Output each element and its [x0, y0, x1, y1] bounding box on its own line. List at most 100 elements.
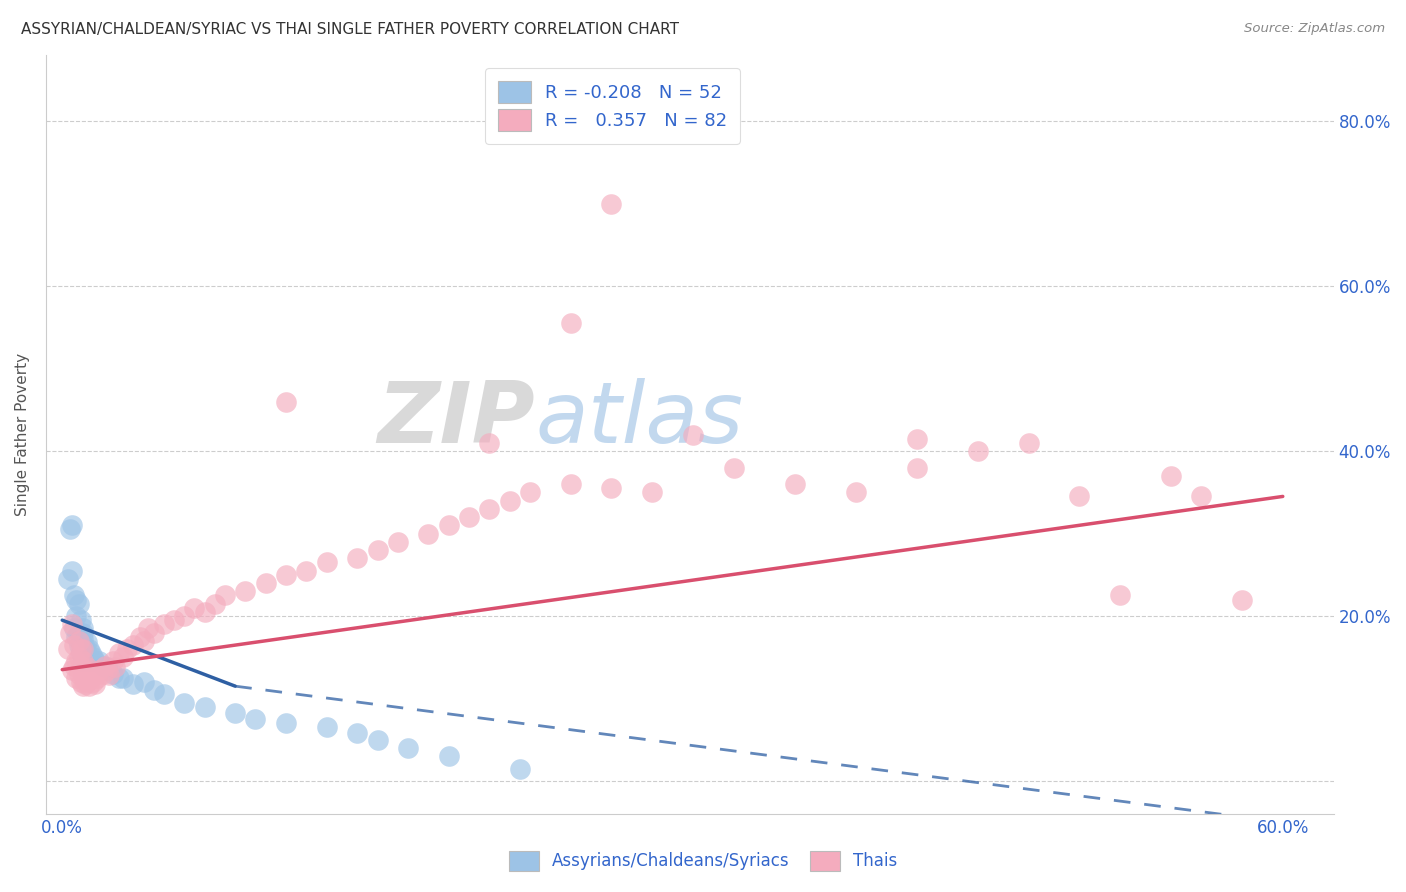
Point	[108, 646, 131, 660]
Point	[72, 666, 94, 681]
Point	[117, 642, 139, 657]
Point	[194, 699, 217, 714]
Point	[69, 658, 91, 673]
Point	[509, 762, 531, 776]
Point	[905, 460, 928, 475]
Point	[76, 675, 98, 690]
Point	[966, 444, 988, 458]
Point	[682, 427, 704, 442]
Legend: Assyrians/Chaldeans/Syriacs, Thais: Assyrians/Chaldeans/Syriacs, Thais	[501, 842, 905, 880]
Point	[72, 642, 94, 657]
Point	[122, 638, 145, 652]
Point	[128, 630, 150, 644]
Point	[69, 625, 91, 640]
Point	[723, 460, 745, 475]
Point	[59, 625, 82, 640]
Point	[274, 567, 297, 582]
Point	[73, 663, 96, 677]
Point	[62, 564, 84, 578]
Point	[63, 589, 86, 603]
Point	[1018, 435, 1040, 450]
Point	[67, 638, 90, 652]
Point	[458, 510, 481, 524]
Point	[1230, 592, 1253, 607]
Point	[65, 630, 87, 644]
Point	[72, 679, 94, 693]
Text: Source: ZipAtlas.com: Source: ZipAtlas.com	[1244, 22, 1385, 36]
Point	[72, 654, 94, 668]
Point	[845, 485, 868, 500]
Point	[63, 658, 86, 673]
Point	[77, 642, 100, 657]
Point	[478, 435, 501, 450]
Text: atlas: atlas	[536, 378, 744, 461]
Point	[519, 485, 541, 500]
Point	[76, 660, 98, 674]
Point	[73, 676, 96, 690]
Point	[112, 650, 135, 665]
Point	[1160, 468, 1182, 483]
Point	[346, 551, 368, 566]
Point	[96, 663, 118, 677]
Point	[783, 477, 806, 491]
Point	[83, 666, 105, 681]
Point	[67, 633, 90, 648]
Point	[94, 658, 117, 673]
Point	[600, 481, 623, 495]
Point	[69, 646, 91, 660]
Point	[67, 597, 90, 611]
Point	[67, 650, 90, 665]
Point	[63, 638, 86, 652]
Point	[387, 534, 409, 549]
Point	[600, 196, 623, 211]
Point	[73, 640, 96, 655]
Point	[295, 564, 318, 578]
Point	[346, 726, 368, 740]
Point	[1069, 490, 1091, 504]
Point	[91, 666, 114, 681]
Point	[122, 676, 145, 690]
Point	[1189, 490, 1212, 504]
Point	[194, 605, 217, 619]
Point	[560, 477, 582, 491]
Point	[478, 501, 501, 516]
Point	[132, 633, 155, 648]
Point	[58, 572, 80, 586]
Point	[905, 432, 928, 446]
Point	[83, 676, 105, 690]
Point	[499, 493, 522, 508]
Point	[62, 617, 84, 632]
Point	[77, 654, 100, 668]
Point	[69, 642, 91, 657]
Point	[136, 621, 159, 635]
Point	[274, 716, 297, 731]
Point	[72, 625, 94, 640]
Point	[65, 609, 87, 624]
Point	[153, 617, 176, 632]
Point	[87, 663, 110, 677]
Text: ZIP: ZIP	[378, 378, 536, 461]
Point	[367, 732, 389, 747]
Point	[112, 671, 135, 685]
Point	[69, 675, 91, 690]
Point	[82, 650, 104, 665]
Point	[62, 663, 84, 677]
Point	[77, 666, 100, 681]
Point	[59, 523, 82, 537]
Point	[72, 643, 94, 657]
Point	[67, 666, 90, 681]
Point	[437, 749, 460, 764]
Point	[69, 633, 91, 648]
Point	[63, 621, 86, 635]
Point	[101, 666, 124, 681]
Point	[67, 625, 90, 640]
Point	[132, 675, 155, 690]
Point	[98, 668, 121, 682]
Point	[224, 706, 246, 721]
Point	[214, 589, 236, 603]
Point	[77, 679, 100, 693]
Point	[80, 671, 103, 685]
Point	[315, 556, 337, 570]
Point	[173, 609, 195, 624]
Point	[437, 518, 460, 533]
